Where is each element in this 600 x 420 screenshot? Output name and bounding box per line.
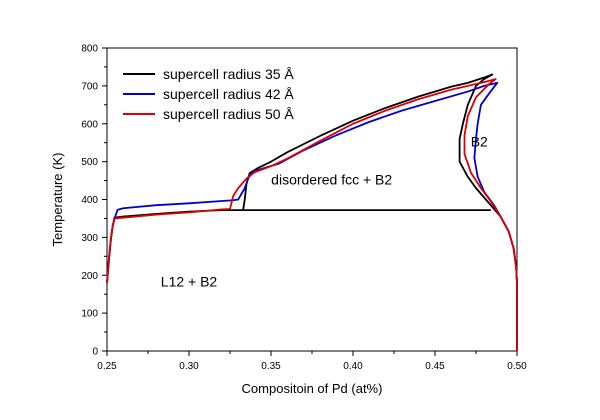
legend-label: supercell radius 42 Å bbox=[163, 86, 294, 102]
x-axis-title: Compositoin of Pd (at%) bbox=[242, 381, 383, 396]
y-tick-label: 600 bbox=[81, 119, 98, 130]
y-tick-label: 500 bbox=[81, 157, 98, 168]
region-annotation: L12 + B2 bbox=[161, 274, 218, 290]
legend-label: supercell radius 50 Å bbox=[163, 106, 294, 122]
y-tick-label: 200 bbox=[81, 271, 98, 282]
x-tick-label: 0.50 bbox=[507, 361, 527, 372]
region-annotation: disordered fcc + B2 bbox=[271, 171, 392, 187]
y-tick-label: 100 bbox=[81, 309, 98, 320]
y-tick-label: 800 bbox=[81, 44, 98, 55]
y-tick-label: 0 bbox=[92, 347, 98, 358]
y-tick-label: 700 bbox=[81, 81, 98, 92]
region-annotation: B2 bbox=[471, 133, 488, 149]
x-tick-label: 0.45 bbox=[425, 361, 445, 372]
x-tick-label: 0.30 bbox=[179, 361, 199, 372]
x-tick-label: 0.40 bbox=[343, 361, 363, 372]
y-tick-label: 400 bbox=[81, 195, 98, 206]
x-tick-label: 0.35 bbox=[261, 361, 281, 372]
series-line-2 bbox=[106, 81, 518, 351]
x-tick-label: 0.25 bbox=[97, 361, 117, 372]
series-lines bbox=[106, 73, 518, 351]
y-tick-label: 300 bbox=[81, 233, 98, 244]
axes: 0.25 0.30 0.35 0.40 0.45 0.50 0 100 200 300 400 500… bbox=[81, 44, 527, 373]
legend: supercell radius 35 Å supercell radius 42… bbox=[123, 66, 294, 122]
y-axis-title: Temperature (K) bbox=[50, 153, 65, 247]
annotations: disordered fcc + B2 L12 + B2 B2 bbox=[161, 133, 488, 289]
series-line-3 bbox=[106, 78, 518, 351]
legend-label: supercell radius 35 Å bbox=[163, 66, 294, 82]
